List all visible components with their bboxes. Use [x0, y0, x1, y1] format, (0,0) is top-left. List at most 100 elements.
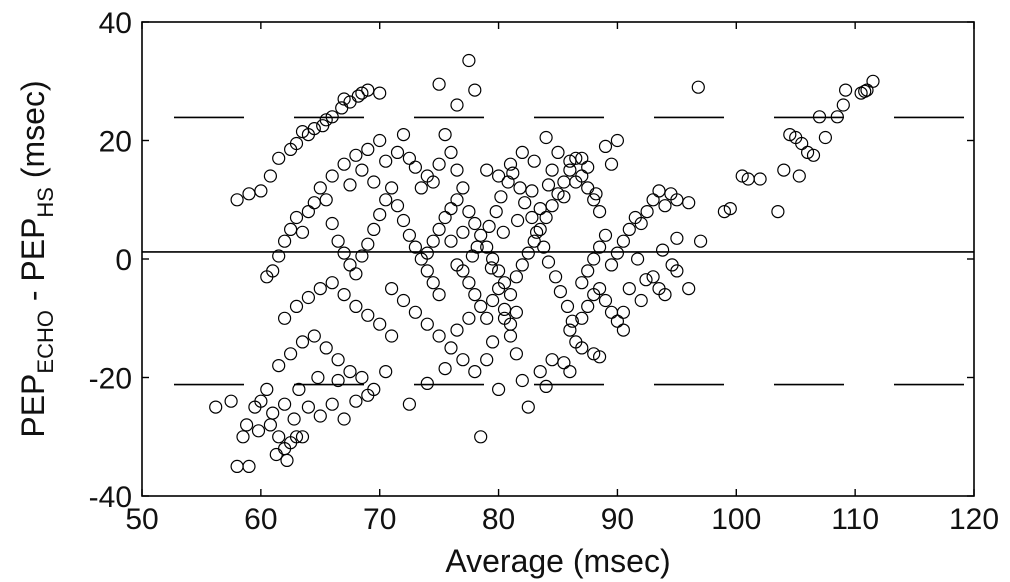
data-point — [541, 255, 556, 269]
y-tick-label: 0 — [115, 244, 132, 277]
scatter-markers — [209, 53, 880, 473]
data-point — [263, 418, 277, 432]
data-point — [420, 376, 434, 390]
data-point — [616, 323, 631, 337]
data-point — [533, 365, 547, 379]
data-point — [278, 397, 292, 411]
data-point — [539, 210, 553, 225]
data-point — [426, 175, 440, 189]
data-point — [456, 225, 470, 239]
data-point — [545, 353, 559, 367]
data-point — [836, 98, 850, 112]
data-point — [444, 234, 458, 248]
plot-frame — [141, 21, 975, 497]
data-point — [349, 394, 363, 408]
data-point — [575, 311, 589, 325]
data-point — [503, 329, 518, 343]
axis-ticks — [141, 21, 975, 497]
data-point — [287, 412, 301, 426]
data-point — [254, 184, 268, 198]
data-point — [260, 382, 274, 396]
data-point — [292, 382, 306, 396]
data-point — [539, 130, 553, 145]
data-point — [351, 89, 365, 103]
x-tick-labels: 50 60 70 80 90 100 110 120 — [125, 503, 999, 536]
data-point — [396, 213, 411, 228]
data-point — [587, 347, 601, 361]
data-point — [209, 400, 223, 414]
data-point — [408, 160, 422, 174]
x-tick-label: 120 — [949, 503, 999, 536]
data-point — [503, 288, 518, 302]
data-point — [462, 276, 476, 290]
data-point — [670, 231, 684, 245]
data-point — [783, 128, 797, 142]
data-point — [518, 196, 532, 210]
data-point — [563, 163, 577, 177]
data-point — [408, 305, 422, 319]
x-tick-label: 110 — [831, 503, 879, 536]
data-point — [818, 130, 833, 145]
data-point — [592, 282, 607, 296]
data-point — [753, 172, 767, 186]
data-point — [468, 288, 482, 302]
data-point — [503, 317, 518, 331]
data-point — [537, 240, 551, 254]
data-point — [355, 370, 369, 385]
data-point — [295, 430, 310, 444]
data-point — [337, 92, 351, 106]
data-point — [337, 246, 351, 260]
data-point — [420, 264, 434, 278]
data-point — [355, 86, 369, 100]
data-point — [289, 299, 304, 313]
y-axis-title-unit: (msec) — [15, 80, 51, 187]
data-point — [646, 270, 660, 284]
data-point — [541, 178, 556, 192]
data-point — [462, 311, 476, 325]
data-point — [598, 139, 613, 153]
data-point — [373, 86, 387, 100]
data-point — [284, 222, 298, 236]
data-point — [515, 258, 529, 272]
data-point — [361, 388, 375, 402]
data-point — [251, 424, 266, 438]
data-point — [630, 252, 645, 266]
data-point — [529, 225, 544, 239]
data-point — [313, 282, 327, 296]
data-point — [474, 299, 488, 313]
data-point — [301, 205, 315, 219]
data-point — [503, 157, 518, 171]
data-point — [254, 394, 268, 408]
data-point — [486, 335, 500, 349]
data-point — [581, 181, 595, 195]
data-point — [390, 199, 405, 213]
y-tick-labels: 40 20 0 -20 -40 — [89, 7, 132, 514]
data-point — [289, 210, 304, 225]
y-axis-title-sub1: ECHO — [33, 310, 58, 374]
data-point — [693, 234, 708, 248]
data-point — [474, 430, 488, 444]
data-point — [589, 187, 603, 201]
data-point — [331, 353, 345, 367]
data-point — [717, 205, 732, 219]
data-point — [385, 181, 399, 195]
data-point — [497, 302, 512, 316]
data-point — [682, 282, 696, 296]
data-point — [496, 225, 510, 239]
data-point — [545, 163, 559, 177]
data-point — [569, 175, 583, 189]
x-tick-label: 100 — [711, 503, 761, 536]
data-point — [325, 397, 339, 411]
data-point — [414, 181, 428, 195]
data-point — [361, 142, 375, 156]
data-point — [462, 205, 476, 219]
data-point — [557, 190, 571, 204]
data-point — [337, 288, 351, 302]
data-point — [482, 219, 496, 233]
data-point — [598, 293, 613, 308]
data-point — [492, 282, 506, 296]
data-point — [343, 365, 357, 379]
x-tick-label: 90 — [601, 503, 634, 536]
data-point — [604, 305, 619, 319]
